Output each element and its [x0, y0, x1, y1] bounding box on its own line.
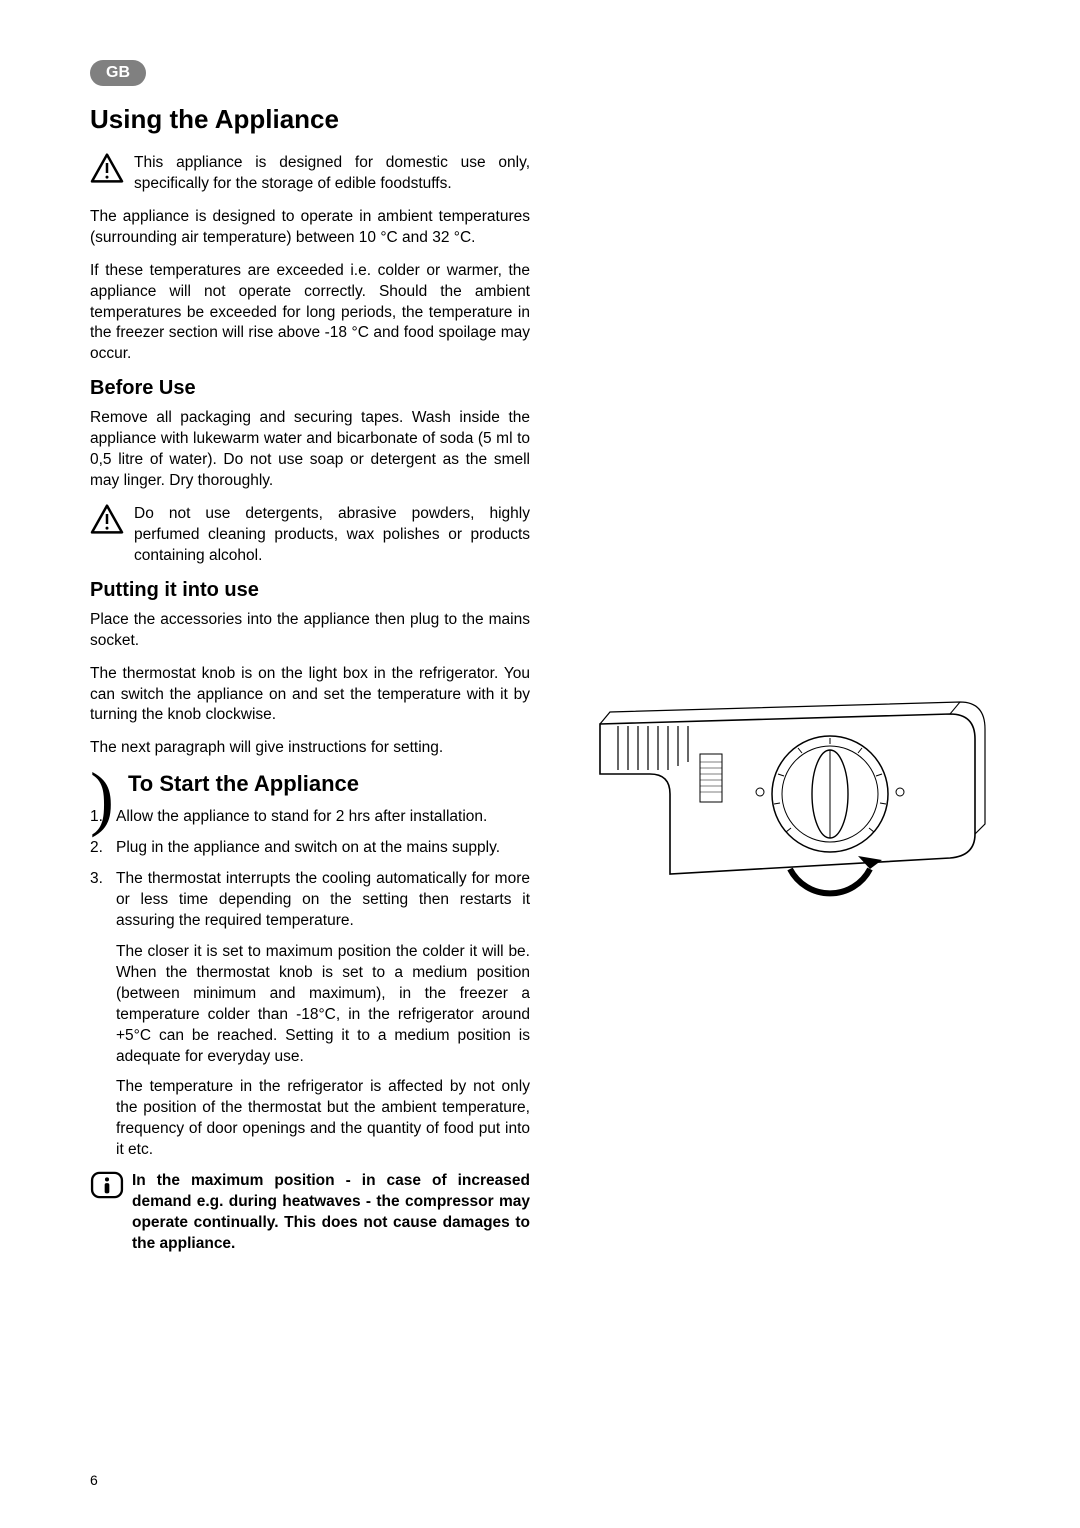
putting-p1: Place the accessories into the appliance… [90, 610, 530, 652]
putting-p3: The next paragraph will give instruction… [90, 738, 530, 759]
thermostat-diagram [570, 664, 990, 924]
language-badge: GB [90, 60, 146, 86]
before-use-warning-row: Do not use detergents, abrasive powders,… [90, 504, 530, 567]
info-text: In the maximum position - in case of inc… [132, 1171, 530, 1255]
paragraph-ambient: The appliance is designed to operate in … [90, 207, 530, 249]
step-3-sub2: The temperature in the refrigerator is a… [116, 1077, 530, 1161]
start-heading: To Start the Appliance [128, 771, 530, 797]
step-3-text: The thermostat interrupts the cooling au… [116, 870, 530, 929]
step-1: Allow the appliance to stand for 2 hrs a… [90, 807, 530, 828]
left-column: Using the Appliance This appliance is de… [90, 104, 530, 1255]
content-columns: Using the Appliance This appliance is de… [90, 104, 990, 1255]
step-2: Plug in the appliance and switch on at t… [90, 838, 530, 859]
right-column [570, 104, 990, 1255]
start-section: ) To Start the Appliance Allow the appli… [90, 771, 530, 1161]
before-use-warning-text: Do not use detergents, abrasive powders,… [134, 504, 530, 567]
before-use-text: Remove all packaging and securing tapes.… [90, 408, 530, 492]
page-title: Using the Appliance [90, 104, 530, 135]
step-3: The thermostat interrupts the cooling au… [90, 869, 530, 1161]
info-row: In the maximum position - in case of inc… [90, 1171, 530, 1255]
intro-warning-row: This appliance is designed for domestic … [90, 153, 530, 195]
step-3-sub1: The closer it is set to maximum position… [116, 942, 530, 1068]
putting-into-use-heading: Putting it into use [90, 579, 530, 602]
info-icon [90, 1171, 124, 1199]
start-steps-list: Allow the appliance to stand for 2 hrs a… [90, 807, 530, 1161]
warning-icon [90, 153, 124, 183]
paragraph-exceeded: If these temperatures are exceeded i.e. … [90, 261, 530, 366]
intro-warning-text: This appliance is designed for domestic … [134, 153, 530, 195]
putting-p2: The thermostat knob is on the light box … [90, 664, 530, 727]
page-number: 6 [90, 1472, 98, 1488]
warning-icon [90, 504, 124, 534]
before-use-heading: Before Use [90, 377, 530, 400]
